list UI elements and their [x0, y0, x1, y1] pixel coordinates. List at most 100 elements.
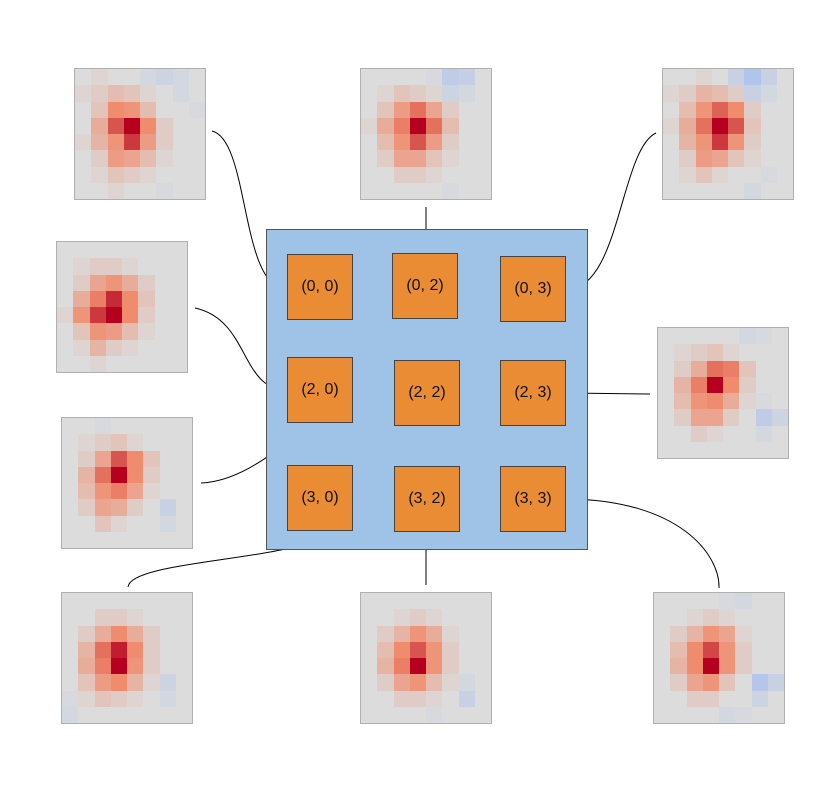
- heatmap-pixel: [393, 641, 410, 658]
- heatmap-pixel: [78, 450, 95, 467]
- heatmap-pixel: [154, 274, 171, 291]
- heatmap-pixel: [663, 69, 680, 86]
- heatmap-pixel: [695, 134, 712, 151]
- heatmap-pixel: [143, 625, 160, 642]
- heatmap-pixel: [110, 531, 127, 548]
- heatmap-pixel: [377, 150, 394, 167]
- heatmap-pixel: [91, 69, 108, 86]
- heatmap-pixel: [361, 674, 378, 691]
- heatmap-pixel: [711, 117, 728, 134]
- heatmap-pixel: [140, 166, 157, 183]
- heatmap-pixel: [127, 609, 144, 626]
- cell-label: (0, 2): [406, 277, 444, 294]
- heatmap-pixel: [679, 69, 696, 86]
- heatmap-pixel: [57, 339, 74, 356]
- heatmap-pixel: [690, 376, 707, 393]
- heatmap-pixel: [760, 117, 777, 134]
- heatmap-pixel: [426, 69, 443, 86]
- heatmap-pixel: [719, 674, 736, 691]
- heatmap-pixel: [719, 658, 736, 675]
- heatmap-pixel: [377, 182, 394, 199]
- heatmap-pixel: [702, 674, 719, 691]
- heatmap-pixel: [670, 690, 687, 707]
- heatmap-pixel: [361, 706, 378, 723]
- heatmap-pixel: [170, 290, 187, 307]
- heatmap-pixel: [107, 166, 124, 183]
- heatmap-pixel: [62, 531, 79, 548]
- heatmap-pixel: [663, 182, 680, 199]
- heatmap-pixel: [143, 515, 160, 532]
- heatmap-pixel: [73, 242, 90, 259]
- heatmap-pixel: [663, 85, 680, 102]
- heatmap-pixel: [91, 182, 108, 199]
- heatmap-pixel: [767, 625, 784, 642]
- heatmap-pixel: [110, 706, 127, 723]
- cell-label: (2, 3): [514, 384, 552, 401]
- heatmap-pixel: [674, 425, 691, 442]
- heatmap-pixel: [458, 85, 475, 102]
- heatmap-pixel: [110, 690, 127, 707]
- heatmap-pixel: [771, 376, 788, 393]
- heatmap-pixel: [755, 441, 772, 458]
- heatmap-pixel: [62, 609, 79, 626]
- heatmap-pixel: [175, 609, 192, 626]
- heatmap-pixel: [670, 674, 687, 691]
- heatmap-pixel: [94, 593, 111, 610]
- heatmap-pixel: [702, 609, 719, 626]
- heatmap-pixel: [377, 690, 394, 707]
- heatmap-pixel: [94, 625, 111, 642]
- heatmap-pixel: [442, 150, 459, 167]
- heatmap-pixel: [728, 101, 745, 118]
- heatmap-pixel: [175, 499, 192, 516]
- heatmap-pixel: [143, 593, 160, 610]
- heatmap-pixel: [172, 101, 189, 118]
- heatmap-pixel: [442, 625, 459, 642]
- heatmap-pixel: [690, 393, 707, 410]
- heatmap-pixel: [426, 134, 443, 151]
- heatmap-pixel: [706, 360, 723, 377]
- heatmap-pixel: [409, 134, 426, 151]
- heatmap-pixel: [110, 450, 127, 467]
- heatmap-pixel: [711, 134, 728, 151]
- heatmap-pixel: [62, 450, 79, 467]
- heatmap-3-2: [360, 592, 492, 724]
- cell-3-2: (3, 2): [394, 466, 460, 532]
- heatmap-pixel: [674, 344, 691, 361]
- heatmap-pixel: [393, 134, 410, 151]
- heatmap-pixel: [123, 166, 140, 183]
- heatmap-pixel: [474, 658, 491, 675]
- heatmap-pixel: [654, 641, 671, 658]
- heatmap-pixel: [377, 166, 394, 183]
- heatmap-pixel: [755, 328, 772, 345]
- heatmap-pixel: [172, 85, 189, 102]
- heatmap-pixel: [188, 150, 205, 167]
- heatmap-pixel: [728, 166, 745, 183]
- heatmap-pixel: [458, 166, 475, 183]
- heatmap-pixel: [62, 499, 79, 516]
- heatmap-pixel: [442, 609, 459, 626]
- heatmap-pixel: [122, 339, 139, 356]
- heatmap-pixel: [760, 134, 777, 151]
- cell-label: (2, 0): [301, 381, 339, 398]
- heatmap-pixel: [105, 355, 122, 372]
- heatmap-pixel: [702, 706, 719, 723]
- heatmap-pixel: [123, 150, 140, 167]
- heatmap-pixel: [73, 290, 90, 307]
- cell-0-2: (0, 2): [392, 253, 458, 319]
- cell-label: (2, 2): [408, 384, 446, 401]
- heatmap-pixel: [409, 69, 426, 86]
- heatmap-pixel: [658, 393, 675, 410]
- heatmap-pixel: [458, 134, 475, 151]
- heatmap-pixel: [654, 690, 671, 707]
- heatmap-pixel: [123, 101, 140, 118]
- heatmap-pixel: [188, 117, 205, 134]
- heatmap-pixel: [679, 150, 696, 167]
- heatmap-pixel: [140, 134, 157, 151]
- heatmap-pixel: [377, 625, 394, 642]
- heatmap-pixel: [94, 641, 111, 658]
- heatmap-pixel: [159, 674, 176, 691]
- heatmap-pixel: [140, 101, 157, 118]
- heatmap-pixel: [735, 706, 752, 723]
- heatmap-pixel: [695, 182, 712, 199]
- heatmap-pixel: [706, 328, 723, 345]
